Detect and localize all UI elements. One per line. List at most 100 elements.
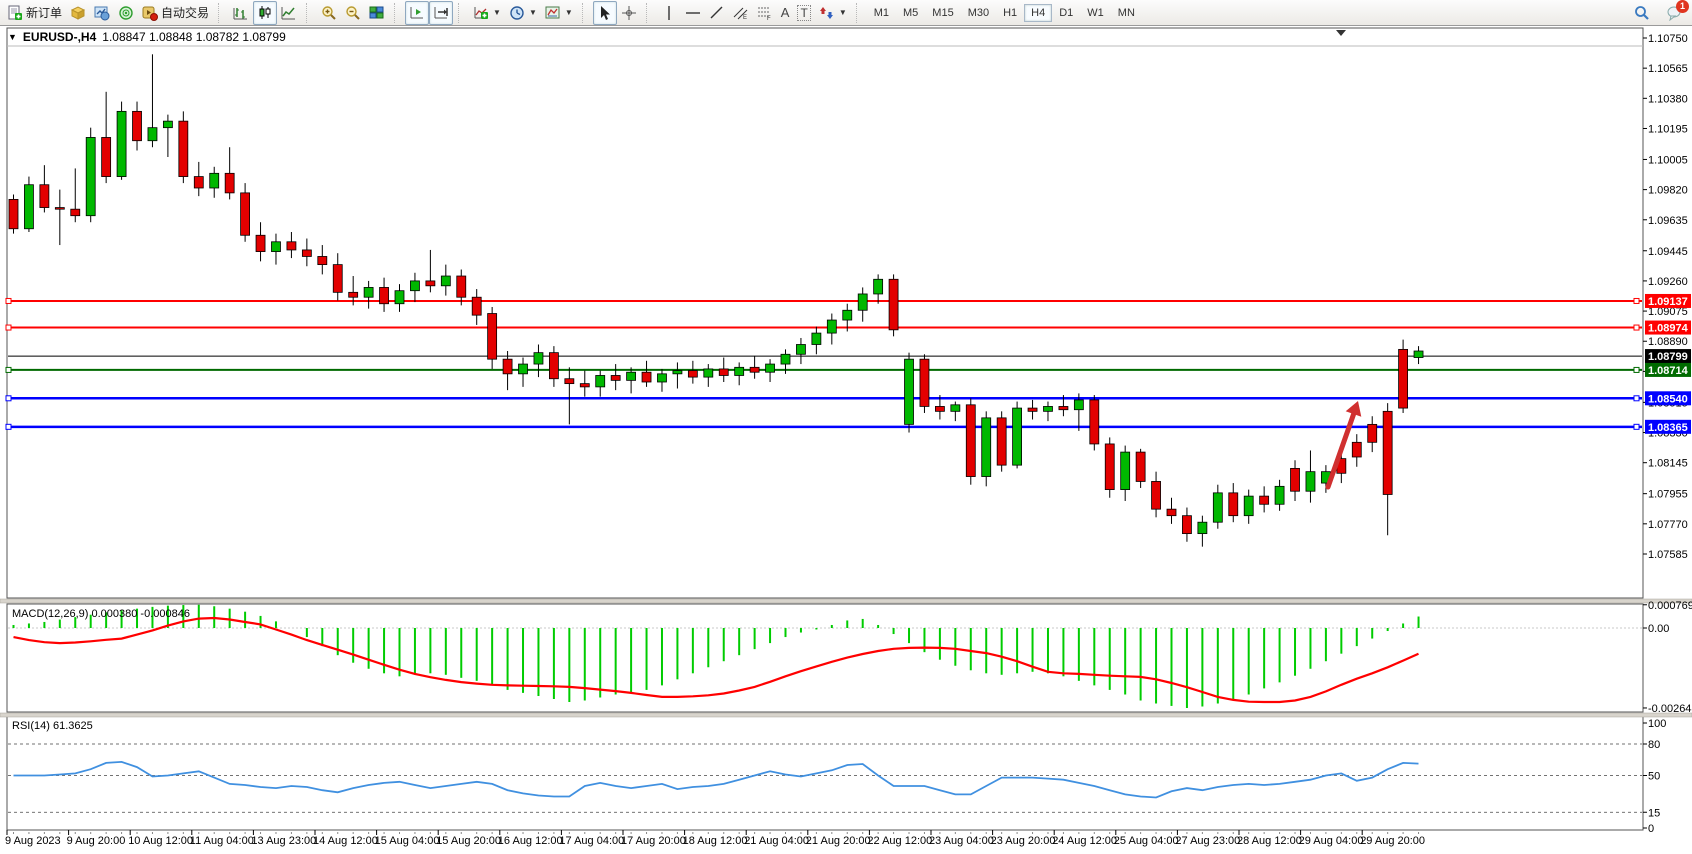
fibonacci-button[interactable]: F <box>753 1 777 25</box>
svg-text:1.10195: 1.10195 <box>1648 123 1688 135</box>
candle-73 <box>1135 451 1146 482</box>
new-order-label: 新订单 <box>26 6 63 20</box>
chart-collapse-icon[interactable]: ▼ <box>8 32 17 42</box>
chat-button[interactable]: 1 <box>1662 0 1689 25</box>
autotrading-button[interactable]: 自动交易 <box>138 1 213 25</box>
text-tool-button[interactable]: A <box>777 1 794 25</box>
candle-24 <box>379 287 389 305</box>
periods-dropdown-caret: ▼ <box>528 8 537 17</box>
autotrading-icon <box>142 5 159 21</box>
timeframe-m1[interactable]: M1 <box>873 6 890 19</box>
new-order-button[interactable]: 新订单 <box>3 1 66 25</box>
svg-text:100: 100 <box>1648 718 1666 730</box>
cursor-button[interactable] <box>592 0 617 25</box>
crosshair-button[interactable] <box>617 1 641 25</box>
svg-text:1.07770: 1.07770 <box>1648 519 1688 531</box>
candle-88 <box>1367 423 1378 443</box>
svg-text:1.09635: 1.09635 <box>1648 215 1688 227</box>
line-chart-button[interactable] <box>277 1 301 25</box>
search-button[interactable] <box>1630 1 1654 25</box>
price-tags: 1.09137 1.08974 1.08799 1.08714 1.08540 1.083… <box>1645 293 1691 434</box>
svg-text:15: 15 <box>1648 807 1660 819</box>
chart-shift-icon <box>433 5 449 21</box>
candle-15 <box>240 192 251 236</box>
macd-panel-splitter[interactable] <box>0 598 1692 604</box>
candle-29 <box>456 275 467 298</box>
zoom-out-button[interactable] <box>341 1 365 25</box>
price-axis[interactable]: 1.10750 1.10565 1.10380 1.10195 1.10005 1.098… <box>1643 33 1688 561</box>
time-label: 29 Aug 04:00 <box>1299 835 1364 847</box>
chart-symbol-title[interactable]: ▼ EURUSD-,H4 1.08847 1.08848 1.08782 1.0… <box>8 30 286 44</box>
text-tool-icon: A <box>780 5 790 20</box>
candle-39 <box>610 375 621 381</box>
indicators-dropdown-caret: ▼ <box>493 8 501 17</box>
chart-canvas[interactable]: 1.10750 1.10565 1.10380 1.10195 1.10005 1.098… <box>0 26 1692 854</box>
templates-button[interactable]: ▼ <box>541 1 577 25</box>
candle-18 <box>286 241 297 251</box>
timeframe-w1[interactable]: W1 <box>1087 6 1104 19</box>
horizontal-line-button[interactable] <box>681 1 705 25</box>
timeframe-d1[interactable]: D1 <box>1059 6 1074 19</box>
toolbar-separator <box>394 2 400 23</box>
timeframe-m15[interactable]: M15 <box>932 6 954 19</box>
svg-text:0.00: 0.00 <box>1648 623 1669 635</box>
bar-chart-button[interactable] <box>229 1 253 25</box>
candle-72 <box>1120 451 1131 490</box>
equidistant-channel-button[interactable]: E <box>729 1 753 25</box>
time-label: 17 Aug 20:00 <box>621 835 686 847</box>
toolbar-separator <box>458 2 464 23</box>
svg-text:1.08890: 1.08890 <box>1648 336 1688 348</box>
candle-90 <box>1398 348 1408 409</box>
annotation-arrow[interactable] <box>1325 401 1362 490</box>
candle-34 <box>533 352 544 365</box>
data-window-button[interactable] <box>90 1 114 25</box>
timeframe-mn[interactable]: MN <box>1117 6 1135 19</box>
timeframe-h1[interactable]: H1 <box>1003 6 1018 19</box>
periods-button[interactable]: ▼ <box>505 1 541 25</box>
zoom-out-icon <box>345 5 361 21</box>
timeframe-m5[interactable]: M5 <box>903 6 919 19</box>
chart-shift-button[interactable] <box>429 0 454 25</box>
timeframe-h4[interactable]: H4 <box>1024 3 1053 22</box>
candle-68 <box>1058 406 1069 411</box>
candle-74 <box>1151 481 1161 510</box>
horizontal-lines[interactable] <box>5 297 1642 430</box>
text-label-button[interactable]: T <box>793 1 814 25</box>
macd-signal-line <box>13 616 1419 704</box>
candle-7 <box>116 110 127 177</box>
arrows-tool-button[interactable]: ▼ <box>815 1 851 25</box>
timeframe-m30[interactable]: M30 <box>967 6 990 19</box>
svg-text:80: 80 <box>1648 739 1660 751</box>
indicators-button[interactable]: ▼ <box>469 1 505 25</box>
chat-bubble-icon: 1 <box>1666 0 1689 21</box>
candle-82 <box>1274 485 1285 505</box>
candle-36 <box>564 378 575 385</box>
candle-20 <box>317 256 328 266</box>
time-label: 21 Aug 04:00 <box>744 835 809 847</box>
candle-52 <box>811 332 822 345</box>
time-label: 16 Aug 12:00 <box>498 835 563 847</box>
svg-text:1.10380: 1.10380 <box>1648 93 1688 105</box>
candle-57 <box>888 278 899 331</box>
tile-windows-button[interactable] <box>365 1 389 25</box>
market-watch-button[interactable] <box>66 1 90 25</box>
svg-text:E: E <box>743 15 747 21</box>
rsi-axis[interactable]: 100 80 50 15 0 <box>1643 718 1666 835</box>
trendline-icon <box>709 5 725 21</box>
trendline-button[interactable] <box>705 1 729 25</box>
candle-2 <box>39 184 50 208</box>
auto-scroll-button[interactable] <box>405 0 430 25</box>
time-label: 10 Aug 12:00 <box>128 835 193 847</box>
navigator-button[interactable] <box>114 1 138 25</box>
macd-axis[interactable]: 0.000769 0.00 -0.002648 <box>1643 600 1692 715</box>
candlestick-chart-button[interactable] <box>253 0 278 25</box>
candle-87 <box>1351 441 1362 458</box>
price-tag-level: 1.08714 <box>1648 365 1689 377</box>
rsi-panel-splitter[interactable] <box>0 712 1692 718</box>
vertical-line-button[interactable] <box>657 1 681 25</box>
candlestick-series <box>8 54 1424 547</box>
chart-shift-marker[interactable] <box>1336 30 1346 36</box>
zoom-in-button[interactable] <box>317 1 341 25</box>
candle-89 <box>1382 410 1393 495</box>
